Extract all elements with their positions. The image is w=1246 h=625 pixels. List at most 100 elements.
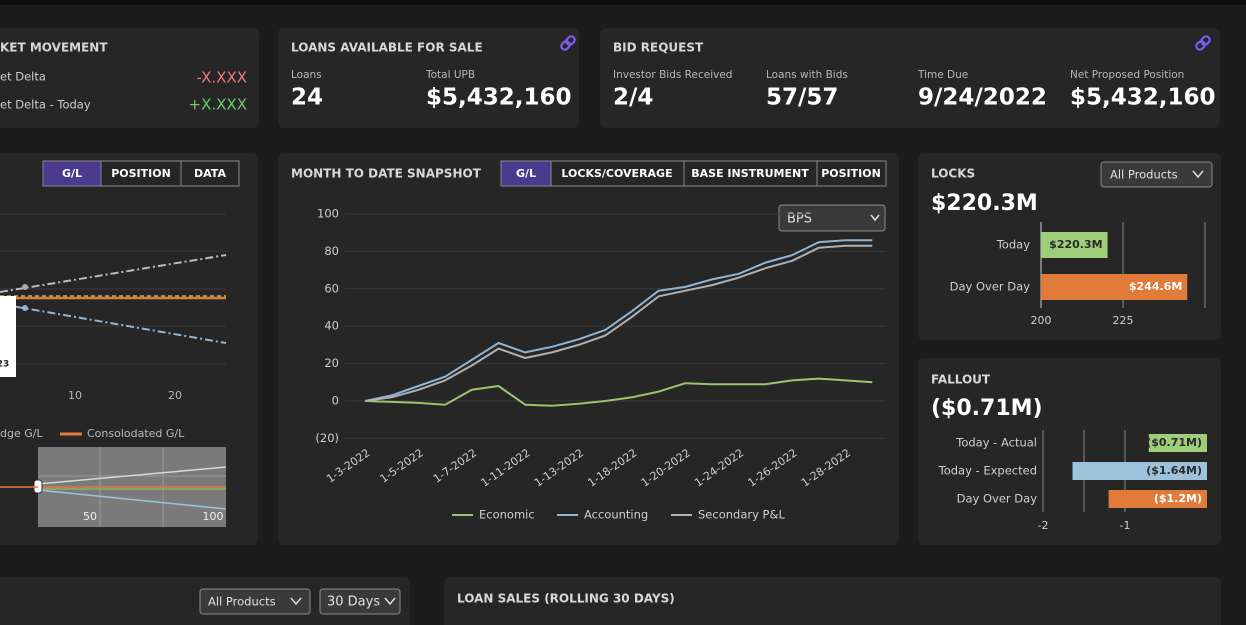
link-part (560, 40, 571, 51)
stat-label: Time Due (917, 69, 968, 81)
gl-tabs: G/L POSITION DATA (42, 160, 240, 187)
dropdown-text[interactable]: All Products (1110, 168, 1178, 182)
series-line (364, 377, 873, 407)
gl-grid (0, 213, 226, 365)
x-tick-label: 20 (168, 389, 182, 402)
bar-value-label: ($1.64M) (1146, 464, 1202, 477)
gl-tooltip (0, 296, 16, 377)
category-label: Today - Actual (955, 436, 1037, 450)
link-part (565, 35, 576, 46)
bar (1108, 490, 1207, 508)
link-part (1200, 35, 1211, 46)
x-tick-label: 10 (68, 389, 82, 402)
dropdown[interactable]: BPS (778, 204, 886, 232)
dropdown-box[interactable] (778, 204, 886, 232)
legend-label: Accounting (584, 508, 648, 522)
loans-card (278, 28, 579, 128)
tab-active[interactable] (42, 160, 102, 187)
dropdown-text[interactable]: All Products (208, 595, 276, 609)
stat-value: $5,432,160 (1070, 85, 1216, 111)
bar (1072, 462, 1207, 480)
legend-label: dge G/L (0, 427, 43, 440)
stat-value: 24 (291, 85, 323, 111)
headline: $220.3M (931, 191, 1038, 216)
mini-tick-label: 100 (203, 510, 224, 523)
card-title: MONTH TO DATE SNAPSHOT (291, 167, 482, 181)
stat-label: Loans (291, 69, 322, 81)
dropdown-text[interactable]: 30 Days (327, 595, 380, 610)
card-title: FALLOUT (931, 373, 991, 387)
chevron (870, 214, 880, 222)
bar-value-label: $220.3M (1049, 238, 1102, 251)
bar-value-label: $244.6M (1129, 280, 1182, 293)
dropdown-box[interactable] (1100, 161, 1213, 188)
dropdown-text[interactable]: BPS (787, 212, 812, 227)
tab[interactable]: POSITION (111, 167, 171, 180)
card-title: BID REQUEST (613, 41, 704, 55)
legend-label: Consolodated G/L (87, 427, 185, 440)
gl-upper-band (0, 254, 227, 293)
tab[interactable]: DATA (194, 167, 226, 180)
bar-value-label: ($0.71M) (1146, 436, 1202, 449)
stat-label: Investor Bids Received (613, 69, 732, 81)
y-tick-label: 40 (324, 319, 339, 333)
chevron (384, 597, 396, 606)
gl-dot (22, 284, 28, 290)
bid-card (600, 28, 1220, 128)
row-label: et Delta - Today (0, 98, 91, 112)
row-label: et Delta (0, 70, 46, 84)
y-tick-label: 20 (324, 356, 339, 370)
card-title: KET MOVEMENT (0, 41, 108, 55)
tab[interactable]: G/L (516, 167, 536, 180)
x-tick-label: -2 (1038, 519, 1049, 532)
link-part (1195, 40, 1206, 51)
snapshot-tabs: G/L LOCKS/COVERAGE BASE INSTRUMENT POSIT… (500, 160, 887, 187)
chevron (290, 597, 302, 606)
dropdown[interactable]: 30 Days (319, 588, 401, 615)
card-title: LOCKS (931, 167, 975, 181)
mini-chart: 50 100 (0, 447, 227, 527)
card-title: LOANS AVAILABLE FOR SALE (291, 41, 483, 55)
tab[interactable]: BASE INSTRUMENT (691, 167, 809, 180)
card-title: LOAN SALES (ROLLING 30 DAYS) (457, 592, 675, 606)
category-label: Day Over Day (950, 280, 1031, 294)
x-tick-label: -1 (1120, 519, 1131, 532)
stat-value: 9/24/2022 (918, 85, 1047, 111)
chevron (1192, 170, 1204, 179)
stat-label: Loans with Bids (766, 69, 848, 81)
tab[interactable]: POSITION (821, 167, 881, 180)
stat-label: Net Proposed Position (1070, 69, 1184, 81)
stat-value: 2/4 (613, 85, 653, 111)
series-line (364, 239, 873, 402)
stat-value: $5,432,160 (426, 85, 572, 111)
bar (1148, 434, 1207, 452)
headline: ($0.71M) (931, 396, 1043, 421)
tab-active[interactable] (500, 160, 552, 187)
x-tick-label: 225 (1113, 314, 1134, 327)
market-card (0, 28, 259, 128)
series-line (364, 244, 873, 402)
dropdown[interactable]: All Products (199, 588, 311, 615)
y-tick-label: 100 (317, 207, 339, 221)
stat-label: Total UPB (425, 69, 475, 81)
tab[interactable]: LOCKS/COVERAGE (561, 167, 672, 180)
y-tick-label: 0 (332, 394, 339, 408)
row-value: -X.XXX (196, 69, 247, 87)
tab[interactable]: G/L (62, 167, 82, 180)
tooltip-text: 23 (0, 360, 9, 370)
link-icon[interactable] (560, 35, 576, 51)
dropdown[interactable]: All Products (1100, 161, 1213, 188)
mini-line (37, 466, 227, 485)
y-tick-label: 60 (324, 281, 339, 295)
legend-label: Economic (479, 508, 535, 522)
mini-line (37, 489, 227, 510)
dropdown-box[interactable] (319, 588, 401, 615)
gl-dot (22, 305, 28, 311)
bar (1041, 232, 1108, 258)
link-icon[interactable] (1195, 35, 1211, 51)
gl-lower-band (0, 303, 227, 344)
dropdown-box[interactable] (199, 588, 311, 615)
row-value: +X.XXX (189, 96, 247, 114)
y-tick-label: 80 (324, 244, 339, 258)
